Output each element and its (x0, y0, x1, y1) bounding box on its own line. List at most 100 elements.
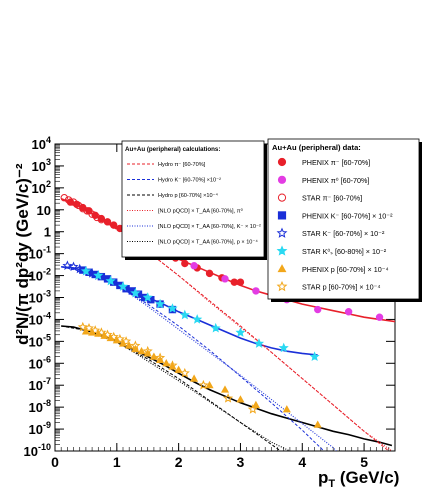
legend-data-marker (276, 227, 288, 238)
y-tick-label: 104 (32, 135, 51, 152)
data-point (69, 198, 78, 206)
data-point (93, 270, 104, 280)
data-point (155, 298, 166, 309)
data-point (190, 262, 198, 270)
data-point (74, 263, 85, 274)
data-point (221, 275, 229, 283)
data-point (62, 260, 73, 270)
y-axis-label: d²N/(π dp²dy (GeV/c)⁻² (13, 163, 32, 345)
legend-data-marker (277, 157, 287, 167)
y-tick-label: 10-6 (29, 354, 51, 371)
data-point (210, 322, 221, 333)
x-tick-label: 0 (51, 454, 59, 470)
legend-calculations: Au+Au (peripheral) calculations: Hydro π⁻… (121, 140, 267, 260)
data-point (344, 308, 353, 316)
data-point (253, 338, 265, 348)
y-tick-label: 102 (32, 179, 51, 196)
data-point (130, 287, 141, 298)
data-point (125, 341, 134, 349)
data-point (90, 325, 101, 335)
legend-data-box (267, 138, 420, 300)
x-tick-label: 4 (298, 454, 306, 470)
data-point (87, 268, 98, 278)
data-point (102, 329, 113, 340)
x-tick-label: 1 (113, 454, 121, 470)
data-point (117, 281, 129, 291)
x-tick-label: 3 (237, 454, 245, 470)
data-point (167, 360, 178, 370)
data-point (314, 305, 322, 314)
data-point (198, 379, 209, 390)
legend-data-label: STAR K⁻ [60-70%] × 10⁻² (302, 229, 385, 238)
legend-data-label: STAR K⁰ₛ [60-80%] × 10⁻² (302, 247, 387, 256)
curve-line (116, 283, 337, 451)
legend-data-marker (277, 175, 287, 184)
legend-data-marker (276, 245, 288, 256)
legend-data-title: Au+Au (peripheral) data: (272, 143, 361, 152)
legend-calc-shadow (125, 257, 267, 260)
y-tick-label: 10-8 (29, 398, 51, 415)
y-tick-label: 103 (32, 157, 51, 174)
curve-line (116, 340, 291, 451)
data-point (179, 309, 190, 320)
y-tick-label: 10-2 (29, 267, 51, 284)
legend-data-shadow (271, 299, 422, 302)
data-point (220, 385, 230, 393)
legend-calc-label: Hydro K⁻ [60-70%] ×10⁻² (158, 178, 221, 184)
data-point (174, 365, 183, 373)
legend-data-marker (277, 193, 287, 202)
legend-calc-label: Hydro p [60-70%] ×10⁻⁴ (158, 192, 219, 199)
legend-data-label: PHENIX π⁰ [60-70%] (302, 176, 369, 185)
legend-data-label: PHENIX K⁻ [60-70%] × 10⁻² (302, 211, 393, 220)
data-point (88, 210, 96, 218)
y-tick-label: 10-3 (29, 289, 51, 306)
y-tick-label: 10-5 (29, 332, 51, 349)
legend-data-marker (276, 280, 288, 292)
legend-data-label: STAR π⁻ [60-70%] (302, 194, 362, 203)
data-point (205, 380, 214, 389)
legend-calc-label: [NLO pQCD] × T_AA [60-70%], π⁰ (158, 208, 244, 215)
data-point (77, 321, 88, 332)
data-point (68, 261, 79, 272)
data-point (235, 327, 246, 337)
data-point (79, 204, 87, 213)
data-point (205, 269, 214, 278)
legend-calc-label: Hydro π⁻ [60-70%] (158, 162, 206, 168)
data-point (80, 265, 91, 276)
data-point (83, 207, 91, 215)
legend-calc-label: [NLO pQCD] × T_AA [60-70%], p × 10⁻⁴ (158, 239, 258, 246)
y-tick-label: 1 (44, 225, 51, 240)
data-point (236, 395, 245, 403)
data-point (223, 393, 234, 403)
data-point (137, 346, 146, 355)
data-point (179, 367, 190, 378)
data-point (142, 292, 153, 302)
legend-data-marker (277, 264, 287, 273)
data-point (167, 303, 178, 313)
data-point (103, 218, 112, 226)
data-point (108, 331, 119, 342)
data-point (110, 221, 118, 229)
x-tick-label: 5 (360, 454, 368, 470)
data-point (252, 287, 260, 295)
data-point (142, 345, 153, 356)
data-point (313, 420, 322, 428)
legend-data: Au+Au (peripheral) data: PHENIX π⁻ [60-70… (267, 138, 422, 302)
y-tick-label: 10-4 (29, 310, 51, 327)
legend-calc-label: [NLO pQCD] × T_AA [60-70%], K⁻ × 10⁻² (158, 224, 261, 230)
data-point (236, 278, 245, 286)
legend-calc-box (121, 140, 265, 258)
data-point (93, 213, 101, 222)
legend-data-label: PHENIX p [60-70%] × 10⁻⁴ (302, 265, 389, 274)
data-point (64, 196, 73, 204)
x-tick-label: 2 (175, 454, 183, 470)
data-point (105, 275, 116, 286)
data-point (282, 405, 291, 413)
data-point (96, 327, 107, 337)
y-tick-label: 10-9 (29, 420, 51, 437)
data-point (247, 403, 258, 414)
data-point (155, 352, 166, 363)
data-point (251, 400, 260, 409)
legend-calc-title: Au+Au (peripheral) calculations: (125, 146, 220, 153)
